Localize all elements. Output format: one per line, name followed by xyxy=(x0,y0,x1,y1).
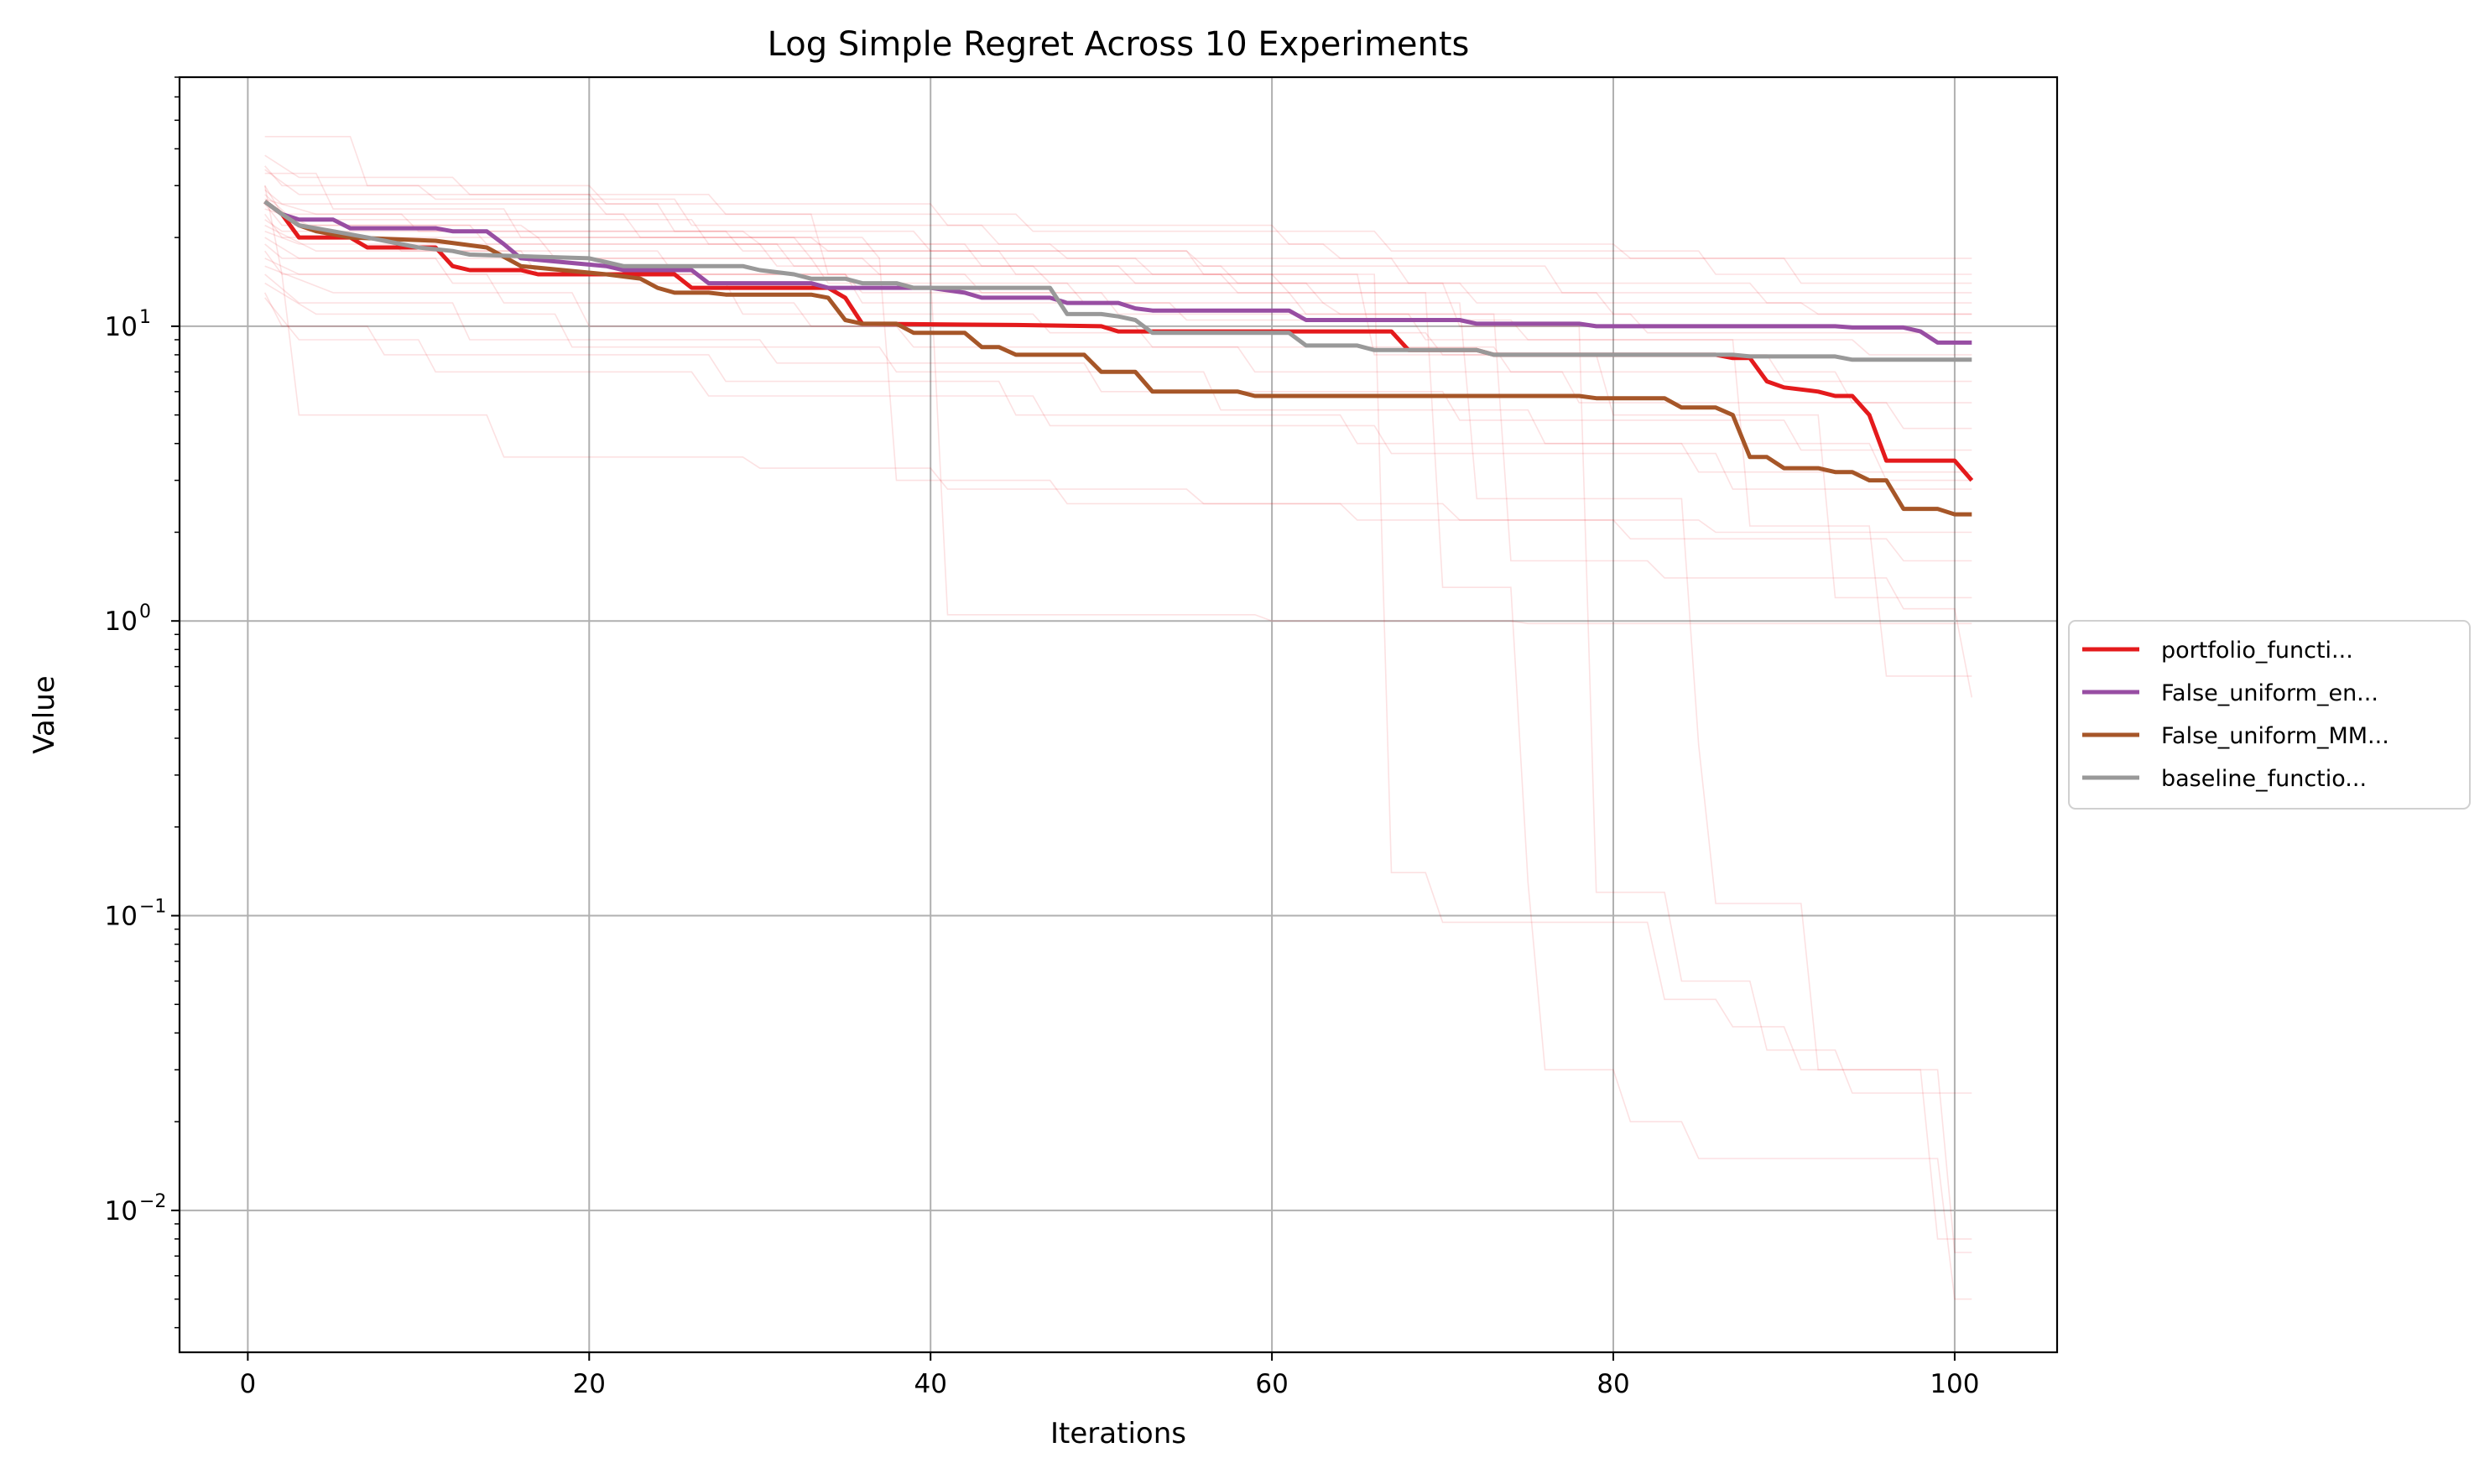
experiment-trace xyxy=(264,203,1972,315)
x-tick-label: 60 xyxy=(1255,1369,1288,1399)
experiment-trace xyxy=(263,185,1972,534)
legend: portfolio_functi... False_uniform_en... Fa… xyxy=(2068,620,2471,810)
experiment-trace xyxy=(264,282,1972,482)
series-line xyxy=(263,200,1972,345)
experiment-trace xyxy=(264,165,1972,284)
legend-box xyxy=(2068,620,2471,810)
x-axis-ticks: 0 20 40 60 80 100 xyxy=(240,1352,1980,1399)
legend-label: portfolio_functi... xyxy=(2161,638,2353,664)
legend-label: baseline_functio... xyxy=(2161,766,2367,792)
experiment-trace xyxy=(264,185,1972,304)
experiment-trace xyxy=(264,258,1972,677)
experiment-trace xyxy=(264,136,1972,259)
experiment-trace xyxy=(264,154,1972,275)
x-tick-label: 20 xyxy=(573,1369,606,1399)
experiment-trace xyxy=(264,219,1972,1300)
x-tick-label: 100 xyxy=(1930,1369,1979,1399)
y-tick-label: 10 xyxy=(105,902,138,932)
experiment-trace xyxy=(264,250,1972,404)
y-tick-exponent: 0 xyxy=(139,601,151,622)
legend-label: False_uniform_MM... xyxy=(2161,723,2389,749)
experiment-trace xyxy=(264,203,1972,562)
experiment-trace xyxy=(264,243,1973,698)
x-tick-label: 80 xyxy=(1597,1369,1629,1399)
experiment-trace xyxy=(264,189,1972,1253)
y-tick-label: 10 xyxy=(105,607,138,637)
y-tick-label: 10 xyxy=(105,312,138,342)
series-line xyxy=(263,200,1972,362)
experiment-trace xyxy=(264,208,1972,1094)
x-axis-label: Iterations xyxy=(1050,1417,1186,1450)
y-tick-exponent: −2 xyxy=(139,1191,166,1212)
legend-label: False_uniform_en... xyxy=(2161,680,2378,706)
experiment-trace xyxy=(264,169,1972,625)
y-tick-exponent: −1 xyxy=(139,897,166,918)
plot-frame xyxy=(178,76,2059,1354)
series-lines xyxy=(263,200,1974,517)
experiment-trace xyxy=(264,273,1972,451)
series-line xyxy=(263,200,1972,517)
experiment-trace xyxy=(263,292,1972,473)
x-tick-label: 40 xyxy=(914,1369,946,1399)
y-tick-label: 10 xyxy=(105,1196,138,1226)
experiment-trace xyxy=(264,265,1972,430)
experiment-trace xyxy=(264,297,1972,490)
series-line xyxy=(263,200,1974,482)
x-tick-label: 0 xyxy=(240,1369,257,1399)
chart-title: Log Simple Regret Across 10 Experiments xyxy=(768,25,1470,64)
y-axis-label: Value xyxy=(28,675,61,753)
experiment-trace xyxy=(264,224,1972,356)
experiment-trace xyxy=(264,172,1972,294)
experiment-trace xyxy=(264,198,1972,599)
experiment-trace xyxy=(264,194,1972,315)
y-tick-exponent: 1 xyxy=(139,307,151,328)
experiment-trace xyxy=(264,230,1972,1240)
